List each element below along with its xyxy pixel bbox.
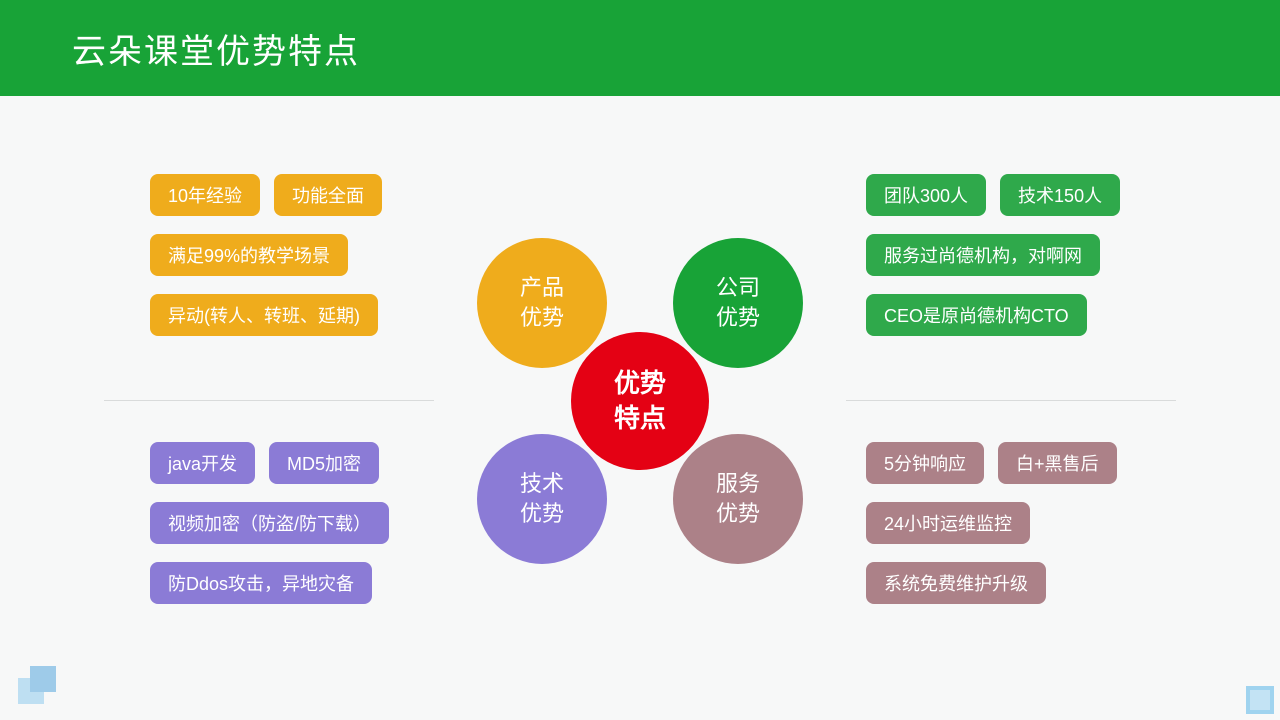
feature-pill: 防Ddos攻击，异地灾备 bbox=[150, 562, 372, 604]
feature-pill: 白+黑售后 bbox=[998, 442, 1117, 484]
circle-label: 优势 特点 bbox=[614, 366, 666, 436]
tech-circle: 技术 优势 bbox=[477, 434, 607, 564]
feature-pill: 功能全面 bbox=[274, 174, 382, 216]
product-circle: 产品 优势 bbox=[477, 238, 607, 368]
feature-pill: 5分钟响应 bbox=[866, 442, 984, 484]
page-title: 云朵课堂优势特点 bbox=[72, 24, 360, 73]
feature-pill: MD5加密 bbox=[269, 442, 379, 484]
feature-pill: 系统免费维护升级 bbox=[866, 562, 1046, 604]
company-circle: 公司 优势 bbox=[673, 238, 803, 368]
tech-quadrant: java开发 MD5加密视频加密（防盗/防下载） 防Ddos攻击，异地灾备 bbox=[150, 442, 450, 622]
corner-decoration-br bbox=[1236, 676, 1274, 714]
feature-pill: 24小时运维监控 bbox=[866, 502, 1030, 544]
circle-label: 产品 优势 bbox=[520, 273, 564, 332]
product-quadrant: 10年经验功能全面满足99%的教学场景异动(转人、转班、延期) bbox=[150, 174, 450, 354]
circle-label: 技术 优势 bbox=[520, 469, 564, 528]
service-circle: 服务 优势 bbox=[673, 434, 803, 564]
feature-pill: java开发 bbox=[150, 442, 255, 484]
company-quadrant: 团队300人技术150人服务过尚德机构，对啊网 CEO是原尚德机构CTO bbox=[866, 174, 1166, 354]
feature-pill: 异动(转人、转班、延期) bbox=[150, 294, 378, 336]
feature-pill: 10年经验 bbox=[150, 174, 260, 216]
divider-left bbox=[104, 400, 434, 401]
center-circle: 优势 特点 bbox=[571, 332, 709, 470]
corner-decoration-bl bbox=[18, 666, 56, 704]
circle-label: 公司 优势 bbox=[716, 273, 760, 332]
feature-pill: 技术150人 bbox=[1000, 174, 1120, 216]
feature-pill: 满足99%的教学场景 bbox=[150, 234, 348, 276]
feature-pill: 团队300人 bbox=[866, 174, 986, 216]
page-header: 云朵课堂优势特点 bbox=[0, 0, 1280, 96]
feature-pill: CEO是原尚德机构CTO bbox=[866, 294, 1087, 336]
circle-label: 服务 优势 bbox=[716, 469, 760, 528]
feature-pill: 视频加密（防盗/防下载） bbox=[150, 502, 389, 544]
divider-right bbox=[846, 400, 1176, 401]
service-quadrant: 5分钟响应白+黑售后 24小时运维监控系统免费维护升级 bbox=[866, 442, 1166, 622]
feature-pill: 服务过尚德机构，对啊网 bbox=[866, 234, 1100, 276]
